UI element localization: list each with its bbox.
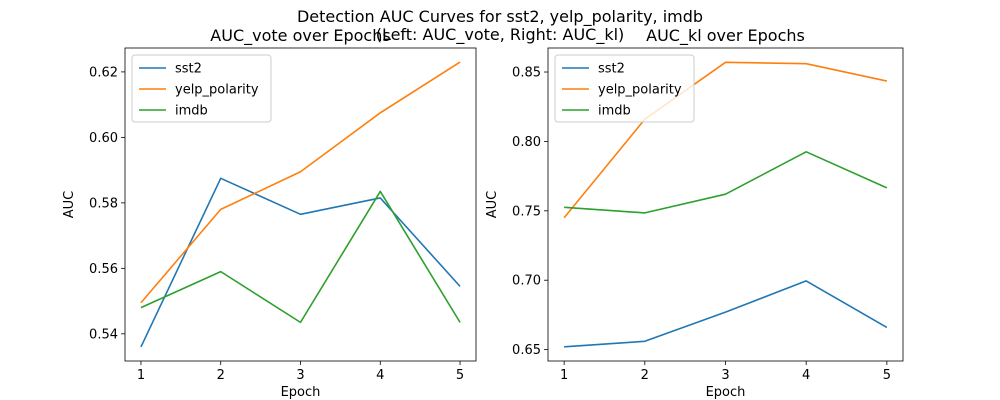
series-line-yelp-polarity bbox=[563, 61, 888, 219]
series-line-sst2 bbox=[140, 177, 461, 348]
x-tick-label: 2 bbox=[641, 368, 649, 383]
y-tick-label: 0.85 bbox=[512, 66, 541, 81]
y-axis-label: AUC bbox=[62, 191, 77, 219]
x-tick-label: 5 bbox=[456, 368, 464, 383]
legend-label-imdb: imdb bbox=[175, 104, 208, 119]
legend-box bbox=[131, 54, 272, 123]
x-axis-label: Epoch bbox=[706, 385, 746, 400]
figure-suptitle-line1: Detection AUC Curves for sst2, yelp_pola… bbox=[297, 7, 703, 27]
subplot-title: AUC_kl over Epochs bbox=[646, 26, 805, 46]
y-tick-label: 0.62 bbox=[89, 65, 118, 80]
x-tick-label: 5 bbox=[883, 368, 891, 383]
x-tick-label: 1 bbox=[137, 368, 145, 383]
x-tick-label: 1 bbox=[560, 368, 568, 383]
y-tick-label: 0.58 bbox=[89, 196, 118, 211]
plot-right: 1 2 3 4 5 0.65 0.70 0.75 0.80 0.85 Epoch AUC AUC_kl … bbox=[485, 26, 904, 400]
legend-label-yelp-polarity: yelp_polarity bbox=[598, 83, 682, 98]
y-tick-label: 0.65 bbox=[512, 343, 541, 358]
y-tick-label: 0.70 bbox=[512, 274, 541, 289]
plot-left: 1 2 3 4 5 0.54 0.56 0.58 0.60 0.62 Epoch AUC AUC_vot… bbox=[62, 26, 477, 400]
series-line-sst2 bbox=[564, 280, 888, 348]
plots-layer: 1 2 3 4 5 0.54 0.56 0.58 0.60 0.62 Epoch AUC AUC_vot… bbox=[62, 26, 904, 400]
y-tick-label: 0.75 bbox=[512, 204, 541, 219]
x-axis-label: Epoch bbox=[281, 385, 321, 400]
legend-label-sst2: sst2 bbox=[598, 62, 625, 77]
legend-label-imdb: imdb bbox=[598, 104, 631, 119]
y-tick-label: 0.80 bbox=[512, 135, 541, 150]
x-tick-label: 4 bbox=[802, 368, 810, 383]
x-tick-label: 2 bbox=[217, 368, 225, 383]
y-tick-label: 0.54 bbox=[89, 327, 118, 342]
x-tick-label: 4 bbox=[376, 368, 384, 383]
x-tick-label: 3 bbox=[721, 368, 729, 383]
subplot-title: AUC_vote over Epochs bbox=[210, 26, 390, 46]
series-line-imdb bbox=[564, 151, 888, 214]
legend-box bbox=[554, 54, 695, 123]
series-line-imdb bbox=[140, 190, 461, 324]
figure-suptitle-line2: (Left: AUC_vote, Right: AUC_kl) bbox=[376, 25, 625, 45]
series-line-yelp-polarity bbox=[140, 61, 461, 304]
x-tick-label: 3 bbox=[296, 368, 304, 383]
legend-label-sst2: sst2 bbox=[175, 62, 202, 77]
legend-label-yelp-polarity: yelp_polarity bbox=[175, 83, 259, 98]
y-tick-label: 0.60 bbox=[89, 131, 118, 146]
y-tick-label: 0.56 bbox=[89, 262, 118, 277]
y-axis-label: AUC bbox=[485, 191, 500, 219]
